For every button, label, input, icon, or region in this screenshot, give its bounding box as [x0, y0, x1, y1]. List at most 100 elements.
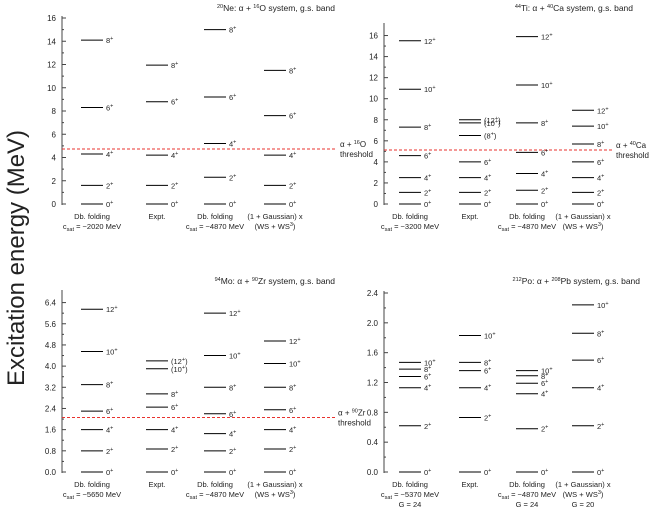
- column-param-g: G = 24: [399, 500, 422, 509]
- level-label: 6+: [541, 379, 548, 388]
- level-label: 10+: [484, 332, 496, 341]
- level-label: 0+: [171, 468, 178, 477]
- y-tick-label: 5.6: [45, 320, 57, 329]
- column-param: csat = −5370 MeV: [381, 490, 439, 501]
- y-tick-label: 1.2: [367, 379, 379, 388]
- level-label: 0+: [106, 468, 113, 477]
- y-tick-label: 0: [374, 200, 379, 209]
- level-label: 8+: [424, 123, 431, 132]
- panels-group: 0 2 4 6 8 10 12 14 16 20Ne: α + 16O system, g.s. …: [45, 3, 649, 509]
- level-label: 8+: [229, 26, 236, 35]
- level-label: 0+: [289, 468, 296, 477]
- column-name: (1 + Gaussian) x: [555, 480, 610, 489]
- level-label: (12+): [484, 116, 501, 125]
- threshold-label: α + 16O: [340, 140, 366, 149]
- column-name: Db. folding: [197, 480, 233, 489]
- level-label: 2+: [484, 188, 491, 197]
- level-label: 2+: [484, 414, 491, 423]
- level-label: 8+: [171, 61, 178, 70]
- column-name: Db. folding: [197, 212, 233, 221]
- level-label: 0+: [106, 200, 113, 209]
- level-label: 8+: [484, 358, 491, 367]
- level-label: 10+: [289, 359, 301, 368]
- y-tick-label: 0.4: [367, 438, 379, 447]
- level-label: 4+: [229, 430, 236, 439]
- level-label: 2+: [597, 188, 604, 197]
- column-param-g: G = 24: [516, 500, 539, 509]
- level-label: 4+: [424, 384, 431, 393]
- level-label: 0+: [484, 200, 491, 209]
- y-tick-label: 10: [369, 95, 378, 104]
- column-param: (WS + WS3): [563, 490, 604, 499]
- level-label: 2+: [229, 447, 236, 456]
- level-label: 8+: [597, 140, 604, 149]
- column-param: (WS + WS3): [255, 490, 296, 499]
- level-label: 10+: [424, 358, 436, 367]
- level-label: 2+: [289, 445, 296, 454]
- level-label: 8+: [424, 365, 431, 374]
- level-label: 12+: [106, 305, 118, 314]
- level-label: 2+: [106, 181, 113, 190]
- level-label: 4+: [289, 151, 296, 160]
- level-label: (12+): [171, 357, 188, 366]
- column-name: Db. folding: [74, 212, 110, 221]
- level-label: 6+: [106, 104, 113, 113]
- level-label: 4+: [171, 151, 178, 160]
- column-name: Db. folding: [392, 212, 428, 221]
- column-name: Db. folding: [74, 480, 110, 489]
- panel-1: 0 2 4 6 8 10 12 14 16 20Ne: α + 16O system, g.s. …: [47, 3, 373, 233]
- level-label: 0+: [424, 200, 431, 209]
- y-tick-label: 2: [374, 179, 379, 188]
- threshold-label: α + 90Zr: [338, 408, 366, 417]
- level-label: 4+: [541, 169, 548, 178]
- level-label: (10+): [171, 365, 188, 374]
- column-param: csat = −5650 MeV: [63, 490, 121, 501]
- level-label: 4+: [106, 426, 113, 435]
- figure-ylabel: Excitation energy (MeV): [3, 130, 30, 386]
- level-label: 4+: [289, 426, 296, 435]
- level-label: 2+: [424, 422, 431, 431]
- level-label: 12+: [541, 33, 553, 42]
- level-label: 10+: [541, 81, 553, 90]
- level-label: 4+: [229, 140, 236, 149]
- threshold-label-2: threshold: [616, 151, 649, 160]
- column-param: (WS + WS3): [563, 222, 604, 231]
- column-name: (1 + Gaussian) x: [555, 212, 610, 221]
- y-tick-label: 4.0: [45, 362, 57, 371]
- column-name: Db. folding: [509, 212, 545, 221]
- y-tick-label: 2: [52, 177, 57, 186]
- y-tick-label: 6: [52, 130, 57, 139]
- y-tick-label: 14: [369, 53, 378, 62]
- column-name: Expt.: [148, 480, 165, 489]
- y-tick-label: 0.8: [367, 408, 379, 417]
- threshold-label-2: threshold: [338, 418, 371, 427]
- level-label: 0+: [484, 468, 491, 477]
- column-name: (1 + Gaussian) x: [247, 480, 302, 489]
- level-label: 0+: [229, 468, 236, 477]
- level-label: 8+: [289, 66, 296, 75]
- level-label: 2+: [541, 425, 548, 434]
- y-tick-label: 6: [374, 137, 379, 146]
- level-label: 6+: [171, 98, 178, 107]
- level-label: 0+: [541, 200, 548, 209]
- column-name: Expt.: [461, 480, 478, 489]
- column-name: Expt.: [148, 212, 165, 221]
- level-label: 0+: [597, 200, 604, 209]
- level-label: 10+: [597, 122, 609, 131]
- level-label: 2+: [289, 181, 296, 190]
- level-label: 12+: [229, 309, 241, 318]
- level-label: 6+: [171, 403, 178, 412]
- level-label: 0+: [541, 468, 548, 477]
- level-label: 8+: [289, 383, 296, 392]
- column-param: csat = −4870 MeV: [186, 490, 244, 501]
- y-tick-label: 0: [52, 200, 57, 209]
- level-label: 6+: [289, 406, 296, 415]
- level-label: 2+: [541, 186, 548, 195]
- y-tick-label: 1.6: [45, 426, 57, 435]
- y-tick-label: 16: [369, 32, 378, 41]
- level-label: 6+: [484, 367, 491, 376]
- y-tick-label: 14: [47, 37, 56, 46]
- level-label: 8+: [541, 119, 548, 128]
- y-tick-label: 2.0: [367, 319, 379, 328]
